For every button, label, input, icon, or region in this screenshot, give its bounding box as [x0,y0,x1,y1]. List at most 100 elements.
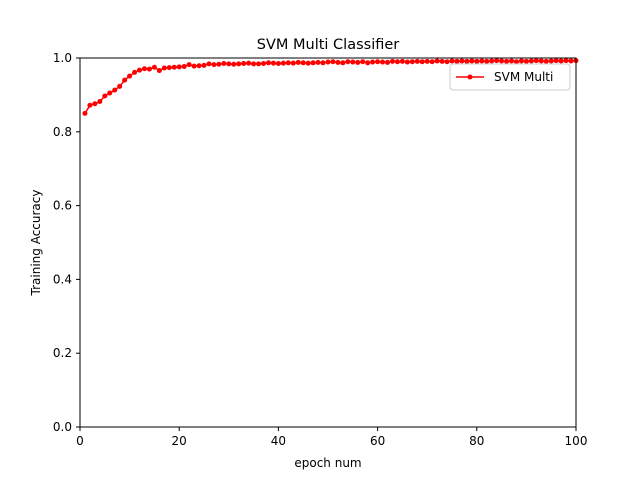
data-point [127,73,133,79]
data-point [102,93,108,99]
data-point [156,68,162,74]
data-point [137,67,143,73]
data-point [107,90,113,96]
data-point [330,59,336,65]
data-point [315,59,321,65]
data-point [444,59,450,65]
data-point [211,62,217,68]
data-point [509,58,515,64]
data-point [82,110,88,116]
data-point [553,58,559,64]
data-point [345,59,351,65]
data-point [166,65,172,71]
data-point [484,58,490,64]
data-point [370,59,376,65]
data-point [191,63,197,69]
data-point [285,60,291,66]
data-point [523,58,529,64]
legend: SVM Multi [449,63,571,91]
data-point [504,58,510,64]
data-point [409,59,415,65]
chart-title: SVM Multi Classifier [257,37,400,53]
data-point [310,60,316,66]
data-point [479,58,485,64]
data-point [429,59,435,65]
data-point [419,59,425,65]
data-point [538,58,544,64]
data-point [236,61,242,67]
data-point [171,64,177,70]
y-tick-label: 0.2 [53,346,72,360]
data-point [246,60,252,66]
data-point [221,61,227,67]
x-tick-label: 80 [469,434,484,448]
data-point [533,58,539,64]
data-point [568,58,574,64]
data-point [320,60,326,66]
data-point [454,58,460,64]
axes: 0 20 40 60 80 100 0.0 0.2 0.4 0.6 0.8 1.0 [53,51,588,448]
data-point [275,61,281,67]
data-point [87,102,93,108]
data-point [518,58,524,64]
data-point [464,58,470,64]
data-point [365,60,371,66]
x-tick-label: 60 [370,434,385,448]
y-axis-title: Training Accuracy [29,190,43,297]
data-point [181,63,187,69]
data-point [350,59,356,65]
data-point [380,59,386,65]
data-point [439,58,445,64]
data-point [151,64,157,70]
data-point [394,59,400,65]
data-point [117,83,123,89]
legend-label: SVM Multi [494,70,553,84]
data-point [201,62,207,68]
data-point [305,60,311,66]
y-tick-label: 0.6 [53,199,72,213]
data-point [325,59,331,65]
data-point [290,60,296,66]
data-point [494,58,500,64]
data-point [513,59,519,65]
data-point [206,61,212,67]
data-point [216,61,222,67]
data-point [385,59,391,65]
x-tick-label: 20 [172,434,187,448]
data-point [97,99,103,105]
data-point [414,58,420,64]
data-point [499,58,505,64]
series-group [82,58,579,116]
data-point [360,59,366,65]
data-point [335,59,341,65]
legend-marker-swatch [467,74,473,80]
y-tick-label: 0.4 [53,272,72,286]
data-point [122,77,128,83]
data-point [434,58,440,64]
data-point [196,63,202,69]
data-point [251,61,257,67]
data-point [399,58,405,64]
x-tick-label: 0 [76,434,84,448]
data-point [459,58,465,64]
data-point [558,58,564,64]
data-point [424,58,430,64]
data-point [280,60,286,66]
data-point [261,61,267,67]
data-point [449,58,455,64]
data-point [226,61,232,67]
data-point [265,60,271,66]
y-tick-label: 0.8 [53,125,72,139]
plot-area [82,58,579,116]
data-point [469,58,475,64]
data-point [543,58,549,64]
data-point [300,60,306,66]
data-point [141,66,147,72]
data-point [112,87,118,93]
data-point [146,66,152,72]
axes-frame [79,57,577,428]
data-point [161,65,167,71]
data-point [489,58,495,64]
x-tick-label: 100 [565,434,588,448]
